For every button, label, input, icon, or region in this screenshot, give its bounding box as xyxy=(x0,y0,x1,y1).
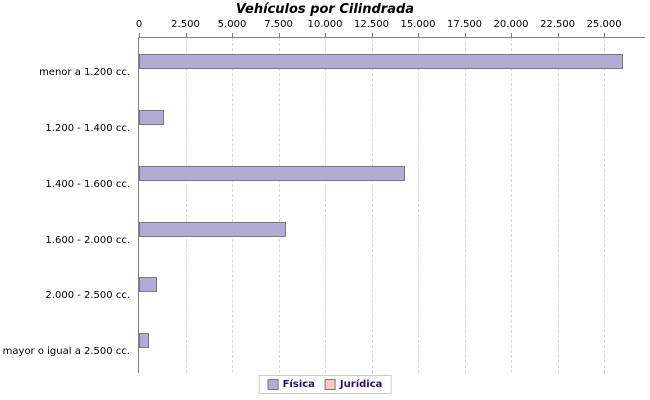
x-tick-label: 17.500 xyxy=(447,19,483,30)
plot-area: 0 2.500 5.000 7.500 10.000 12.500 15.000 17.500… xyxy=(136,19,645,373)
chart-title: Vehículos por Cilindrada xyxy=(235,2,415,17)
bar-fisica xyxy=(139,165,406,181)
x-tick-label: 7.500 xyxy=(264,19,293,30)
grid-line xyxy=(557,38,559,373)
x-tick-mark xyxy=(139,33,140,38)
bar-fisica xyxy=(139,277,157,293)
legend-label: Física xyxy=(282,379,315,390)
x-tick-mark xyxy=(278,33,280,38)
x-tick-mark xyxy=(418,33,420,38)
category-label: menor a 1.200 cc. xyxy=(39,67,130,78)
x-tick-mark xyxy=(557,33,559,38)
grid-line xyxy=(185,38,187,373)
x-tick-label: 10.000 xyxy=(307,19,343,30)
legend-item: Física xyxy=(267,379,315,390)
x-tick-label: 2.500 xyxy=(171,19,200,30)
x-tick-mark xyxy=(604,33,606,38)
grid-line xyxy=(464,38,466,373)
x-tick-label: 12.500 xyxy=(354,19,390,30)
legend-swatch xyxy=(267,379,279,390)
x-tick-mark xyxy=(511,33,513,38)
grid-line xyxy=(418,38,420,373)
category-label: 1.200 - 1.400 cc. xyxy=(45,122,130,134)
x-tick-mark xyxy=(325,33,327,38)
category-label: 2.000 - 2.500 cc. xyxy=(45,290,130,302)
grid-line xyxy=(232,38,233,373)
x-tick-mark xyxy=(464,33,466,38)
category-label: 1.600 - 2.000 cc. xyxy=(45,234,130,246)
bar-fisica xyxy=(139,109,165,125)
bar-fisica xyxy=(139,333,150,349)
grid-line xyxy=(278,38,280,373)
x-tick-mark xyxy=(185,33,187,38)
x-tick-label: 22.500 xyxy=(540,19,576,30)
legend: Física Jurídica xyxy=(258,375,392,394)
x-tick-label: 0 xyxy=(135,19,143,30)
bar-fisica xyxy=(139,221,287,237)
category-label: mayor o igual a 2.500 cc. xyxy=(2,346,130,358)
grid-line xyxy=(325,38,327,373)
x-tick-label: 25.000 xyxy=(586,19,622,30)
x-tick-label: 15.000 xyxy=(400,19,436,30)
x-tick-mark xyxy=(232,33,233,38)
grid-line xyxy=(511,38,513,373)
x-tick-label: 20.000 xyxy=(493,19,529,30)
x-tick-label: 5.000 xyxy=(217,19,247,30)
grid-line xyxy=(604,38,606,373)
legend-item: Jurídica xyxy=(324,379,383,390)
legend-label: Jurídica xyxy=(339,379,383,390)
bar-fisica xyxy=(139,54,623,69)
x-tick-mark xyxy=(371,33,373,38)
legend-swatch xyxy=(324,379,336,390)
category-label: 1.400 - 1.600 cc. xyxy=(45,178,130,190)
grid-line xyxy=(371,38,373,373)
